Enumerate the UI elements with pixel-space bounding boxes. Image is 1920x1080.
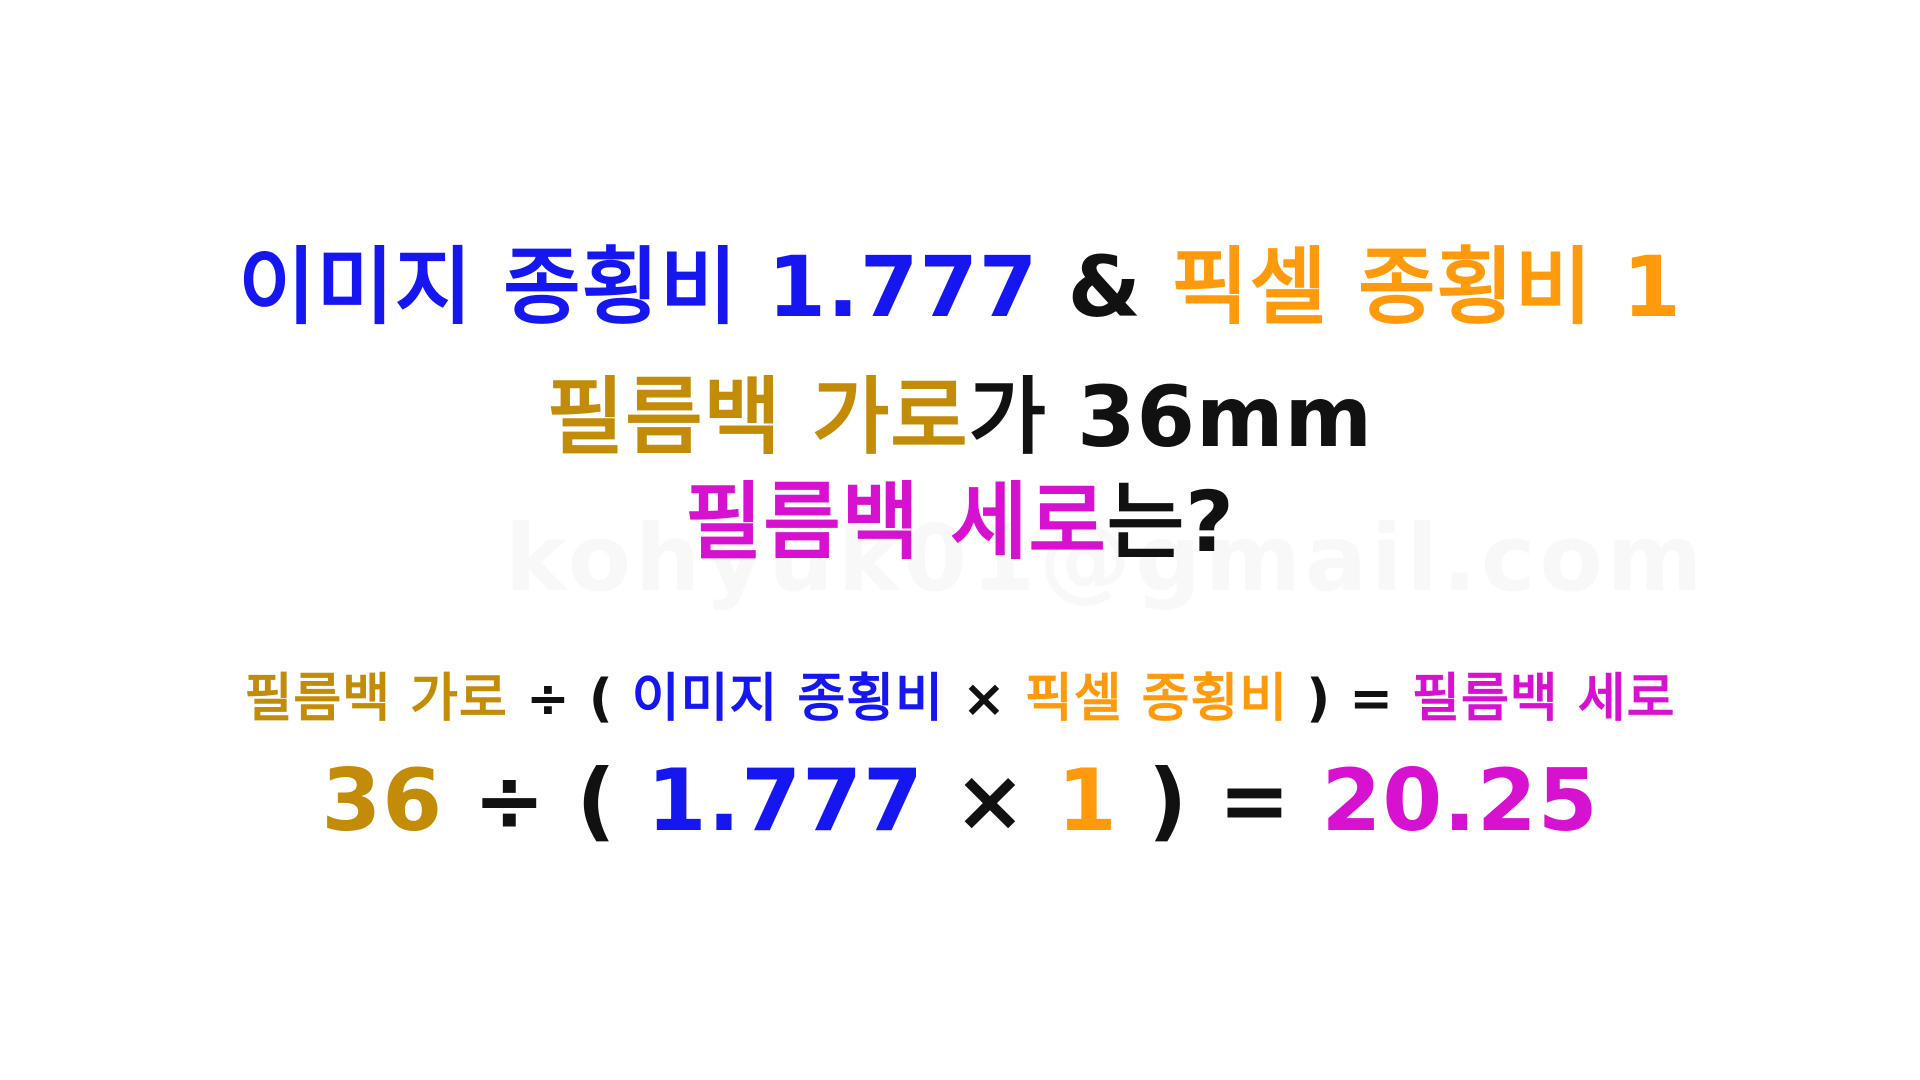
calc-close-paren: ) xyxy=(1147,751,1189,851)
image-aspect-ratio-value: 1.777 xyxy=(767,238,1039,336)
formula-pixel-ratio: 픽셀 종횡비 xyxy=(1024,669,1289,729)
image-aspect-ratio-label: 이미지 종횡비 xyxy=(238,238,739,336)
formula-film-width: 필름백 가로 xyxy=(244,669,508,729)
pixel-aspect-ratio-label: 픽셀 종횡비 xyxy=(1171,238,1593,336)
calc-film-width-value: 36 xyxy=(321,751,444,851)
watermark-text: kohyuk01@gmail.com xyxy=(505,505,1707,612)
calc-pixel-ratio-value: 1 xyxy=(1057,751,1118,851)
formula-close-paren: ) xyxy=(1306,669,1332,729)
film-back-height-label: 필름백 세로 xyxy=(685,473,1107,571)
film-back-height-suffix: 는? xyxy=(1106,473,1235,571)
formula-equals-sign: = xyxy=(1349,669,1394,729)
calc-result-value: 20.25 xyxy=(1321,751,1599,851)
formula-line: 필름백 가로 ÷(이미지 종횡비 × 픽셀 종횡비) = 필름백 세로 xyxy=(0,673,1920,725)
calc-equals-sign: = xyxy=(1218,751,1292,851)
ampersand: & xyxy=(1067,238,1142,336)
calc-image-ratio-value: 1.777 xyxy=(646,751,924,851)
formula-open-paren: ( xyxy=(588,669,614,729)
question-line-1: 이미지 종횡비 1.777 & 픽셀 종횡비 1 xyxy=(0,245,1920,329)
calc-open-paren: ( xyxy=(576,751,617,851)
pixel-aspect-ratio-value: 1 xyxy=(1622,238,1682,336)
film-back-width-label: 필름백 가로 xyxy=(546,368,969,466)
formula-film-height: 필름백 세로 xyxy=(1412,669,1676,729)
calc-divide-sign: ÷ xyxy=(473,751,547,851)
formula-image-ratio: 이미지 종횡비 xyxy=(631,669,944,729)
question-line-2: 필름백 가로가 36mm xyxy=(0,375,1920,459)
formula-multiply-sign: × xyxy=(962,669,1007,729)
calculation-line: 36 ÷(1.777 × 1) = 20.25 xyxy=(0,758,1920,844)
film-back-width-suffix: 가 36mm xyxy=(968,368,1374,466)
formula-divide-sign: ÷ xyxy=(526,669,571,729)
question-line-3: 필름백 세로는? xyxy=(0,480,1920,564)
calc-multiply-sign: × xyxy=(953,751,1027,851)
